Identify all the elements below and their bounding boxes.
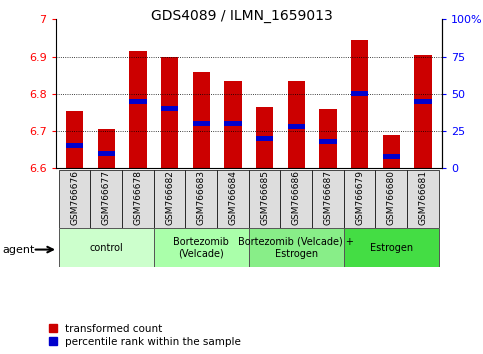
Bar bbox=[407, 170, 439, 228]
Text: Bortezomib (Velcade) +
Estrogen: Bortezomib (Velcade) + Estrogen bbox=[238, 237, 354, 259]
Bar bbox=[319, 109, 337, 168]
Bar bbox=[59, 170, 90, 228]
Text: GSM766685: GSM766685 bbox=[260, 171, 269, 225]
Bar bbox=[256, 136, 273, 141]
Text: Bortezomib
(Velcade): Bortezomib (Velcade) bbox=[173, 237, 229, 259]
Text: GSM766680: GSM766680 bbox=[387, 171, 396, 225]
Bar bbox=[185, 170, 217, 228]
Text: GSM766683: GSM766683 bbox=[197, 171, 206, 225]
Text: GSM766678: GSM766678 bbox=[133, 171, 142, 225]
Bar bbox=[161, 57, 178, 168]
Text: GDS4089 / ILMN_1659013: GDS4089 / ILMN_1659013 bbox=[151, 9, 332, 23]
Legend: transformed count, percentile rank within the sample: transformed count, percentile rank withi… bbox=[49, 324, 241, 347]
Bar bbox=[414, 99, 432, 104]
Bar bbox=[98, 129, 115, 168]
Bar bbox=[66, 110, 83, 168]
Text: GSM766681: GSM766681 bbox=[418, 171, 427, 225]
Bar bbox=[249, 228, 344, 267]
Bar bbox=[312, 170, 344, 228]
Text: GSM766682: GSM766682 bbox=[165, 171, 174, 225]
Bar bbox=[344, 228, 439, 267]
Bar bbox=[383, 135, 400, 168]
Bar bbox=[217, 170, 249, 228]
Text: GSM766679: GSM766679 bbox=[355, 171, 364, 225]
Text: GSM766686: GSM766686 bbox=[292, 171, 301, 225]
Bar bbox=[224, 81, 242, 168]
Bar bbox=[351, 40, 369, 168]
Bar bbox=[224, 121, 242, 126]
Bar bbox=[154, 170, 185, 228]
Text: control: control bbox=[89, 243, 123, 253]
Bar bbox=[66, 143, 83, 148]
Bar bbox=[256, 107, 273, 168]
Bar bbox=[344, 170, 375, 228]
Bar bbox=[375, 170, 407, 228]
Bar bbox=[281, 170, 312, 228]
Bar bbox=[122, 170, 154, 228]
Bar bbox=[161, 106, 178, 111]
Bar bbox=[193, 72, 210, 168]
Text: GSM766677: GSM766677 bbox=[102, 171, 111, 225]
Text: agent: agent bbox=[2, 245, 35, 255]
Text: GSM766687: GSM766687 bbox=[324, 171, 332, 225]
Bar bbox=[154, 228, 249, 267]
Text: GSM766684: GSM766684 bbox=[228, 171, 238, 225]
Bar bbox=[383, 154, 400, 159]
Bar bbox=[90, 170, 122, 228]
Bar bbox=[351, 91, 369, 96]
Text: GSM766676: GSM766676 bbox=[70, 171, 79, 225]
Bar bbox=[59, 228, 154, 267]
Bar bbox=[98, 151, 115, 156]
Bar bbox=[249, 170, 281, 228]
Bar bbox=[193, 121, 210, 126]
Bar bbox=[319, 139, 337, 144]
Bar bbox=[129, 99, 147, 104]
Bar bbox=[129, 51, 147, 168]
Bar bbox=[287, 124, 305, 129]
Bar bbox=[414, 55, 432, 168]
Text: Estrogen: Estrogen bbox=[369, 243, 413, 253]
Bar bbox=[287, 81, 305, 168]
